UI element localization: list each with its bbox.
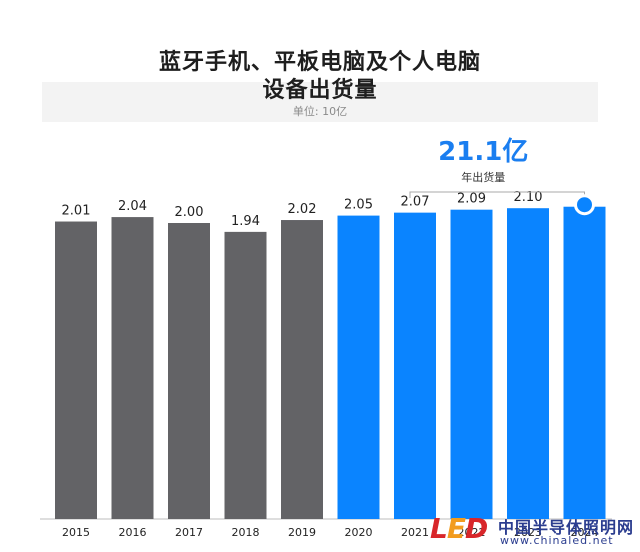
x-tick-label-2019: 2019 (288, 526, 316, 539)
callout-value: 21.1亿 (438, 137, 528, 167)
x-tick-label-2018: 2018 (232, 526, 260, 539)
bar-2023 (507, 208, 549, 519)
bar-2019 (281, 220, 323, 520)
data-label-2021: 2.07 (401, 195, 430, 210)
x-tick-label-2016: 2016 (119, 526, 147, 539)
watermark-logo: LED (430, 512, 488, 545)
data-label-2016: 2.04 (118, 199, 147, 214)
callout-label: 年出货量 (461, 170, 505, 184)
data-label-2022: 2.09 (457, 192, 486, 207)
chart-title: 蓝牙手机、平板电脑及个人电脑 (158, 50, 481, 75)
data-label-2015: 2.01 (62, 204, 91, 219)
bar-2021 (394, 212, 436, 519)
x-tick-label-2023: 2023 (514, 526, 542, 539)
data-label-2017: 2.00 (175, 205, 204, 220)
x-tick-label-2024: 2024 (571, 526, 599, 539)
callout-marker (574, 194, 595, 216)
bar-2020 (337, 215, 380, 519)
x-tick-label-2015: 2015 (62, 526, 90, 539)
watermark-url: www.chinaled.net (500, 534, 614, 547)
bar-2017 (168, 223, 210, 519)
callout-bracket (409, 191, 585, 203)
chart-title-line-2: 设备出货量 (262, 78, 378, 103)
x-tick-label-2022: 2022 (458, 526, 486, 539)
x-tick-label-2017: 2017 (175, 526, 203, 539)
title-band (42, 82, 598, 122)
chart-subtitle: 单位: 10亿 (292, 105, 348, 118)
data-label-2023: 2.10 (514, 190, 543, 205)
x-tick-label-2021: 2021 (401, 526, 429, 539)
bar-2016 (111, 217, 154, 519)
bar-2015 (55, 221, 97, 519)
watermark-site-name: 中国半导体照明网 (498, 518, 635, 537)
watermark: LED 中国半导体照明网 www.chinaled.net (430, 512, 640, 550)
bar-2024 (563, 206, 606, 519)
data-label-2018: 1.94 (231, 214, 260, 229)
data-label-2020: 2.05 (344, 198, 373, 213)
data-label-2019: 2.02 (288, 202, 317, 217)
bar-2022 (450, 209, 493, 519)
bar-2018 (224, 231, 267, 519)
x-tick-label-2020: 2020 (345, 526, 373, 539)
